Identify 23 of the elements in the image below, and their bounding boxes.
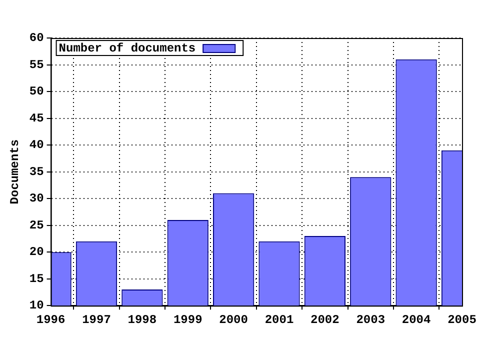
x-tick-label: 1997 (82, 312, 111, 327)
x-tick-label: 2002 (310, 312, 340, 327)
x-tick-label: 2003 (356, 312, 386, 327)
y-tick-label: 10 (29, 298, 44, 313)
x-tick-label: 1999 (173, 312, 202, 327)
x-tick-label: 2001 (264, 312, 294, 327)
y-tick-label: 35 (29, 164, 44, 179)
legend-label: Number of documents (58, 42, 196, 56)
y-tick-label: 45 (29, 111, 44, 126)
y-tick-label: 20 (29, 245, 44, 260)
x-tick-label: 2000 (219, 312, 248, 327)
y-tick-label: 60 (29, 31, 44, 46)
y-tick-label: 40 (29, 138, 44, 152)
y-axis-title: Documents (8, 139, 22, 204)
y-tick-label: 50 (29, 84, 44, 99)
y-tick-label: 15 (29, 272, 44, 286)
x-tick-label: 2004 (402, 312, 431, 327)
x-tick-label: 2005 (448, 312, 476, 327)
y-tick-label: 30 (29, 192, 44, 206)
y-tick-label: 55 (29, 58, 44, 72)
x-tick-label: 1998 (128, 312, 157, 327)
y-tick-label: 25 (29, 218, 44, 232)
x-tick-label: 1996 (36, 312, 66, 327)
